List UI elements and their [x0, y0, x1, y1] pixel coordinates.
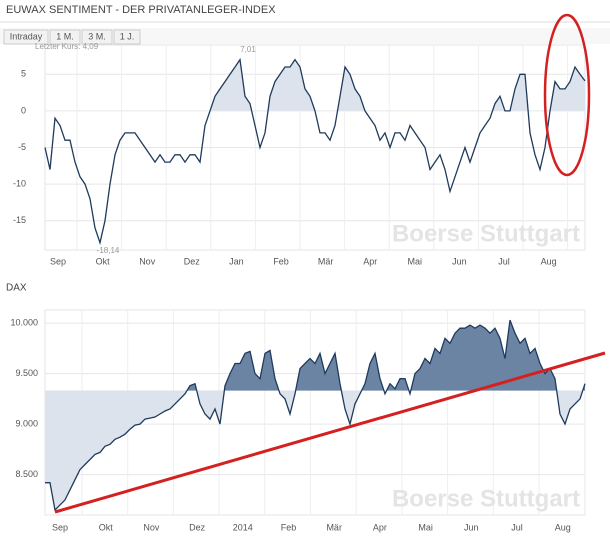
tab-label: 1 M. [56, 31, 74, 41]
annotation: Letzter Kurs: 4,09 [35, 42, 99, 51]
tab[interactable]: 3 M. [81, 29, 113, 45]
line [45, 319, 586, 512]
tab-box [49, 29, 81, 45]
annotations [54, 13, 606, 514]
x-tick-label: Sep [52, 522, 68, 532]
chart: DAX 8.500 9.000 9.500 10.000 Sep Okt Nov Dez 2014… [6, 283, 586, 532]
tabs: Intraday 1 M. 3 M. 1 J. [3, 29, 141, 45]
y-tick-label: -10 [13, 178, 26, 188]
x-tick-label: Dez [184, 256, 201, 266]
chart: 5 0 -5 -10 -15 Sep Okt Nov Dez Jan Feb Mär Apr Mai Jun… [13, 42, 586, 266]
x-tick-label: Dez [189, 522, 206, 532]
x-tick-label: Sep [50, 256, 66, 266]
watermark: Boerse Stuttgart [392, 220, 580, 247]
tab[interactable]: 1 M. [49, 29, 81, 45]
x-tick-label: 2014 [233, 522, 253, 532]
annotation: 7,01 [240, 45, 256, 54]
y-tick-label: 10.000 [10, 318, 38, 328]
x-tick-label: Jun [464, 522, 479, 532]
watermark: Boerse Stuttgart [392, 485, 580, 512]
x-tick-label: Mai [418, 522, 433, 532]
x-tick-label: Aug [555, 522, 571, 532]
x-tick-label: Jul [511, 522, 523, 532]
trend-line [54, 351, 606, 514]
tab[interactable]: Intraday [3, 29, 49, 45]
x-tick-label: Mär [326, 522, 342, 532]
y-tick-label: -15 [13, 215, 26, 225]
x-tick-label: Okt [99, 522, 114, 532]
x-tick-label: Okt [96, 256, 111, 266]
y-tick-label: 9.000 [15, 418, 38, 428]
area-below [45, 390, 583, 510]
tab-label: Intraday [10, 31, 43, 41]
x-tick-label: Nov [139, 256, 156, 266]
x-tick-label: Jul [498, 256, 510, 266]
highlight-ellipse [543, 13, 591, 177]
annotation: -18,14 [97, 246, 120, 255]
x-tick-label: Jan [229, 256, 244, 266]
x-tick-label: Nov [143, 522, 160, 532]
y-tick-label: 9.500 [15, 368, 38, 378]
tab-box [3, 29, 49, 45]
y-tick-label: -5 [18, 142, 26, 152]
area-above [210, 59, 585, 111]
tab-box [81, 29, 113, 45]
y-tick-label: 8.500 [15, 469, 38, 479]
x-tick-label: Mai [408, 256, 423, 266]
tab-bar [0, 28, 610, 44]
y-tick-label: 0 [21, 105, 26, 115]
tab[interactable]: 1 J. [113, 29, 141, 45]
x-tick-label: Apr [363, 256, 377, 266]
chart-title: DAX [6, 283, 27, 294]
x-tick-label: Jun [452, 256, 467, 266]
x-tick-label: Mär [318, 256, 334, 266]
x-tick-label: Aug [541, 256, 557, 266]
tab-box [113, 29, 141, 45]
tab-label: 1 J. [120, 31, 135, 41]
line [44, 57, 586, 246]
page-title: EUWAX SENTIMENT - DER PRIVATANLEGER-INDE… [6, 4, 276, 16]
area-above [45, 320, 585, 391]
x-tick-label: Feb [281, 522, 297, 532]
y-tick-label: 5 [21, 69, 26, 79]
x-tick-label: Feb [273, 256, 289, 266]
x-tick-label: Apr [373, 522, 387, 532]
tab-label: 3 M. [88, 31, 106, 41]
